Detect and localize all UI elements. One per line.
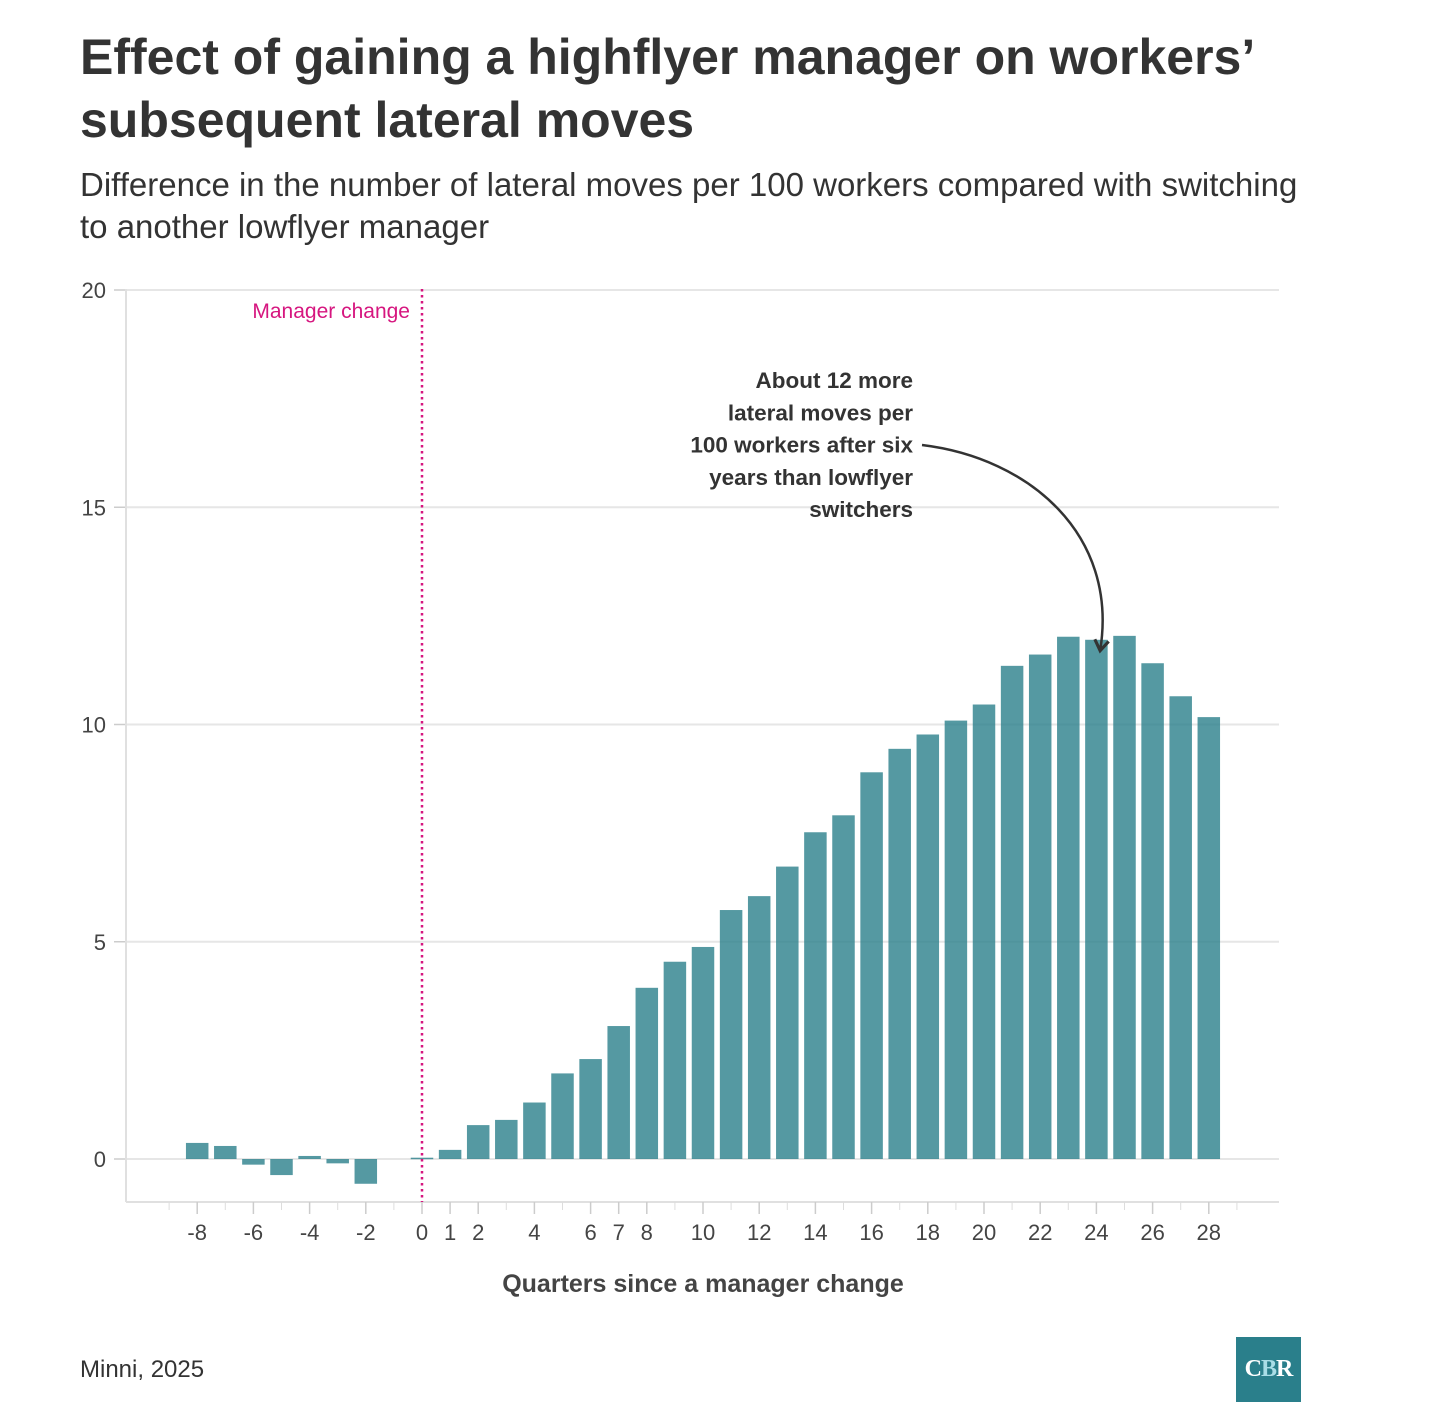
bar bbox=[185, 1142, 209, 1159]
x-tick-label: 4 bbox=[528, 1220, 540, 1245]
bar bbox=[1057, 636, 1080, 1159]
x-tick-label: 6 bbox=[584, 1220, 596, 1245]
x-tick-label: 2 bbox=[472, 1220, 484, 1245]
chart-title: Effect of gaining a highflyer manager on… bbox=[80, 29, 1253, 148]
bar bbox=[776, 866, 799, 1159]
bar bbox=[438, 1149, 462, 1159]
bar bbox=[832, 815, 855, 1159]
bar bbox=[495, 1119, 518, 1159]
bar bbox=[1000, 665, 1024, 1159]
bar bbox=[1169, 696, 1192, 1159]
bar bbox=[944, 720, 968, 1159]
bar bbox=[663, 961, 687, 1159]
bar bbox=[1141, 663, 1164, 1159]
y-tick-label: 0 bbox=[94, 1147, 106, 1172]
x-tick-label: 16 bbox=[859, 1220, 883, 1245]
x-tick-label: -6 bbox=[244, 1220, 264, 1245]
x-tick-labels: -8 -6 -4 -2 0 1 2 4 6 7 8 10 12 14 16 18 20 22 24 26 28 bbox=[187, 1220, 1221, 1245]
axes bbox=[114, 289, 1279, 1214]
annotations: Manager change About 12 more lateral moves… bbox=[252, 289, 1110, 1202]
bar bbox=[1197, 717, 1221, 1159]
annotation-line: switchers bbox=[809, 497, 913, 522]
x-tick-label: 26 bbox=[1140, 1220, 1164, 1245]
bar bbox=[972, 704, 996, 1159]
bar bbox=[747, 896, 771, 1159]
bar bbox=[298, 1155, 321, 1159]
x-tick-label: 22 bbox=[1028, 1220, 1052, 1245]
chart-subtitle: Difference in the number of lateral move… bbox=[80, 166, 1298, 245]
annotation-line: 100 workers after six bbox=[690, 433, 913, 458]
bar bbox=[214, 1145, 237, 1159]
y-tick-label: 10 bbox=[82, 713, 106, 738]
bar bbox=[270, 1159, 293, 1176]
bar bbox=[719, 910, 743, 1159]
manager-change-label: Manager change bbox=[252, 300, 410, 323]
bar bbox=[1085, 639, 1108, 1159]
bar bbox=[579, 1059, 602, 1159]
bar bbox=[410, 1157, 434, 1160]
bar bbox=[523, 1102, 546, 1159]
x-tick-label: 0 bbox=[416, 1220, 428, 1245]
x-tick-label: 7 bbox=[613, 1220, 625, 1245]
bar bbox=[1028, 654, 1052, 1159]
bar bbox=[860, 772, 883, 1159]
bars bbox=[185, 635, 1221, 1184]
bar bbox=[916, 734, 940, 1159]
bar bbox=[888, 748, 911, 1159]
x-tick-label: 8 bbox=[641, 1220, 653, 1245]
bar bbox=[635, 987, 659, 1159]
bar bbox=[354, 1159, 378, 1184]
x-tick-label: 24 bbox=[1084, 1220, 1108, 1245]
bar bbox=[804, 832, 827, 1159]
y-tick-label: 15 bbox=[82, 495, 106, 520]
annotation-line: years than lowflyer bbox=[709, 465, 913, 490]
x-tick-label: 12 bbox=[747, 1220, 771, 1245]
x-axis-label: Quarters since a manager change bbox=[502, 1270, 904, 1298]
x-tick-label: 20 bbox=[972, 1220, 996, 1245]
x-tick-label: 10 bbox=[691, 1220, 715, 1245]
y-tick-labels: 0 5 10 15 20 bbox=[82, 278, 106, 1172]
x-tick-label: -2 bbox=[356, 1220, 376, 1245]
bar bbox=[242, 1159, 265, 1165]
x-tick-label: 28 bbox=[1197, 1220, 1221, 1245]
x-tick-label: -4 bbox=[300, 1220, 320, 1245]
y-tick-label: 20 bbox=[82, 278, 106, 303]
bar bbox=[1113, 635, 1136, 1159]
bar bbox=[551, 1073, 574, 1159]
source-note: Minni, 2025 bbox=[80, 1356, 205, 1383]
annotation-arrow bbox=[921, 443, 1110, 654]
x-tick-label: -8 bbox=[187, 1220, 207, 1245]
x-tick-label: 14 bbox=[803, 1220, 827, 1245]
x-tick-label: 18 bbox=[916, 1220, 940, 1245]
bar bbox=[691, 946, 715, 1159]
bar bbox=[607, 1026, 630, 1159]
bar bbox=[326, 1159, 349, 1164]
bar bbox=[466, 1125, 490, 1159]
annotation-line: About 12 more bbox=[755, 368, 913, 393]
annotation-line: lateral moves per bbox=[728, 400, 913, 425]
y-tick-label: 5 bbox=[94, 930, 106, 955]
x-tick-label: 1 bbox=[444, 1220, 456, 1245]
